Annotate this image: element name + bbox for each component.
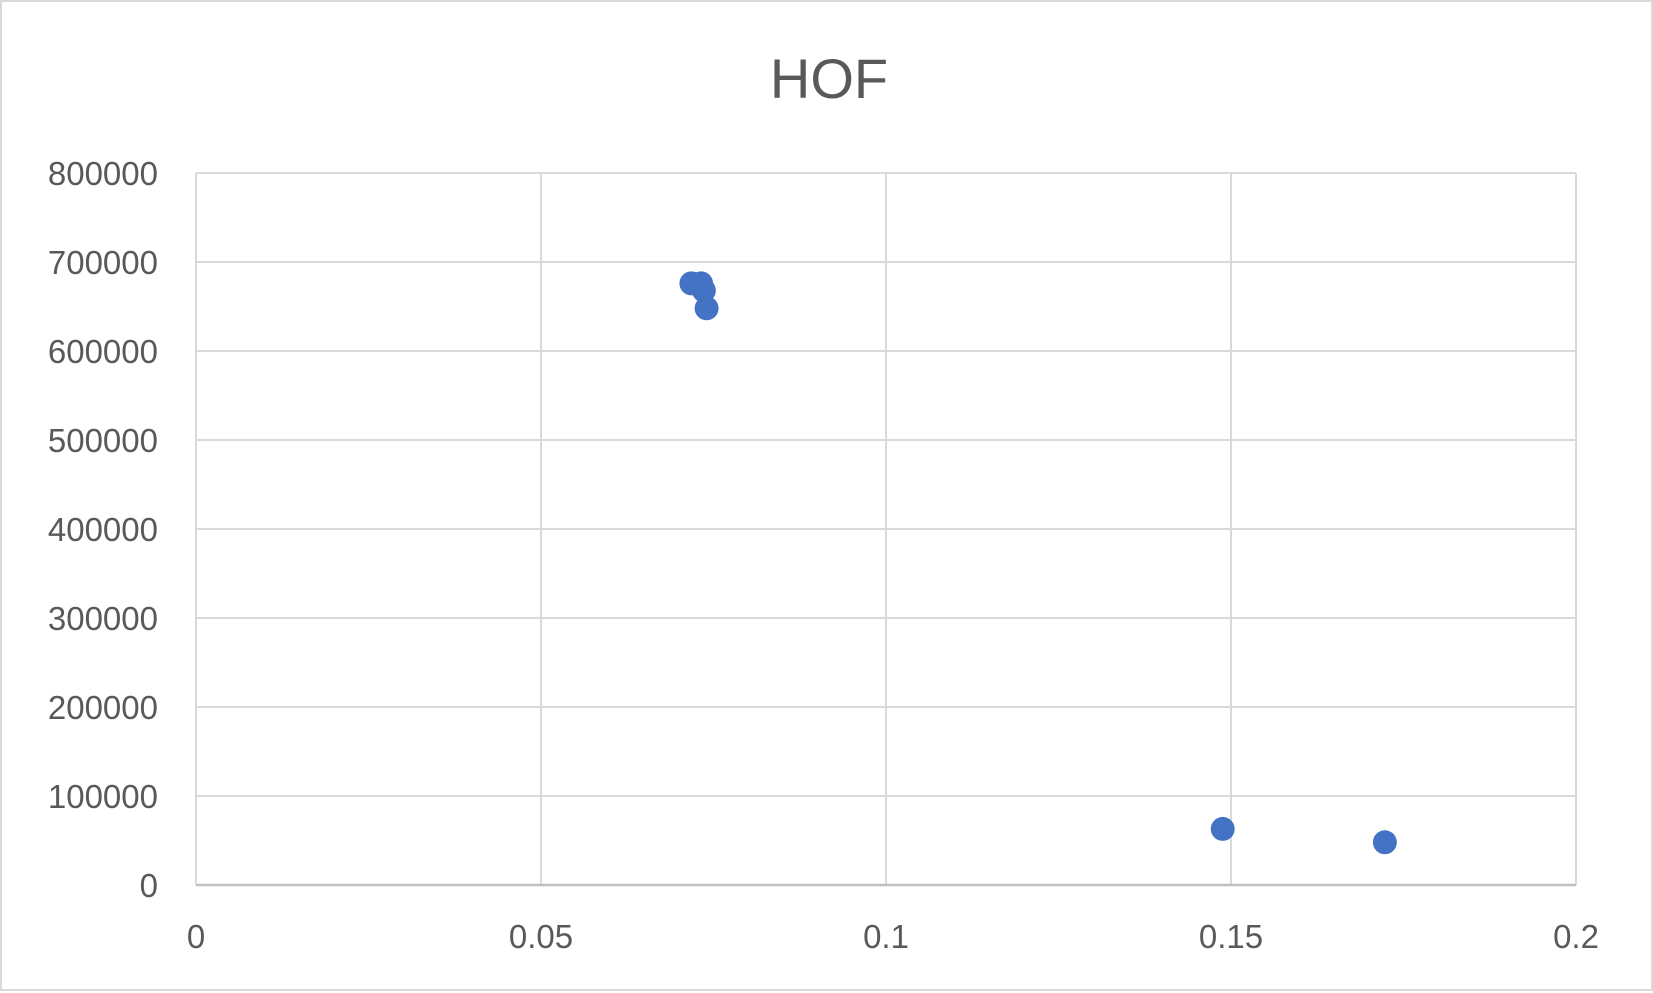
data-point	[1210, 816, 1235, 841]
x-tick-label: 0.15	[1199, 918, 1263, 955]
y-tick-label: 400000	[48, 511, 158, 548]
y-axis-tick-labels: 0 100000 200000 300000 400000 500000 600000 700…	[48, 155, 158, 904]
grid-lines	[195, 172, 1577, 885]
data-point	[694, 296, 719, 321]
data-point	[1372, 830, 1397, 855]
x-tick-label: 0.05	[509, 918, 573, 955]
data-points	[679, 271, 1397, 855]
y-tick-label: 500000	[48, 422, 158, 459]
y-tick-label: 200000	[48, 689, 158, 726]
x-axis-tick-labels: 0 0.05 0.1 0.15 0.2	[187, 918, 1599, 955]
x-tick-label: 0.2	[1553, 918, 1599, 955]
y-tick-label: 700000	[48, 244, 158, 281]
chart-title: HOF	[770, 47, 888, 110]
y-tick-label: 800000	[48, 155, 158, 192]
x-tick-label: 0.1	[863, 918, 909, 955]
y-tick-label: 600000	[48, 333, 158, 370]
y-tick-label: 0	[140, 867, 158, 904]
x-tick-label: 0	[187, 918, 205, 955]
data-point	[691, 278, 716, 303]
y-tick-label: 100000	[48, 778, 158, 815]
y-tick-label: 300000	[48, 600, 158, 637]
